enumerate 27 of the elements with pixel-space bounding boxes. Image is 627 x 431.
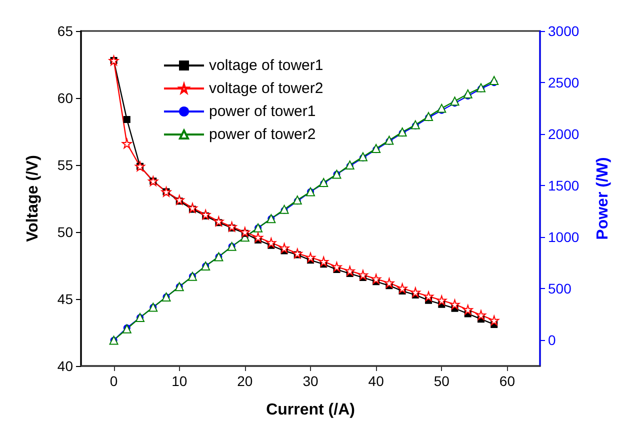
x-tick-label: 10 xyxy=(172,373,188,389)
y-tick-label: 65 xyxy=(57,23,74,39)
y2-tick-label: 1500 xyxy=(548,178,580,194)
x-tick-label: 60 xyxy=(499,373,516,389)
y2-tick-label: 1000 xyxy=(548,229,580,246)
y-tick-label: 40 xyxy=(57,358,74,374)
x-tick-label: 50 xyxy=(434,373,450,389)
y-tick-label: 50 xyxy=(57,224,74,240)
y-tick-label: 55 xyxy=(57,157,74,173)
legend-label: power of tower2 xyxy=(209,126,316,143)
y2-tick-label: 2000 xyxy=(548,126,580,142)
x-tick-label: 0 xyxy=(110,373,118,389)
y2-tick-label: 3000 xyxy=(548,23,580,39)
legend-label: voltage of tower2 xyxy=(209,80,324,97)
legend-label: power of tower1 xyxy=(209,103,316,120)
y2-tick-label: 0 xyxy=(548,332,556,348)
x-axis-title: Current (/A) xyxy=(266,402,355,418)
y2-tick-label: 2500 xyxy=(548,74,580,91)
y2-tick-label: 500 xyxy=(548,280,572,297)
x-tick-label: 20 xyxy=(237,373,253,389)
y2-axis-title: Power (/W) xyxy=(594,157,612,240)
legend-label: voltage of tower1 xyxy=(209,57,324,74)
x-tick-label: 30 xyxy=(302,373,318,389)
y-tick-label: 60 xyxy=(57,90,74,106)
x-tick-label: 40 xyxy=(368,373,384,389)
y-axis-title: Voltage (/V) xyxy=(24,155,42,242)
y-tick-label: 45 xyxy=(57,291,74,307)
